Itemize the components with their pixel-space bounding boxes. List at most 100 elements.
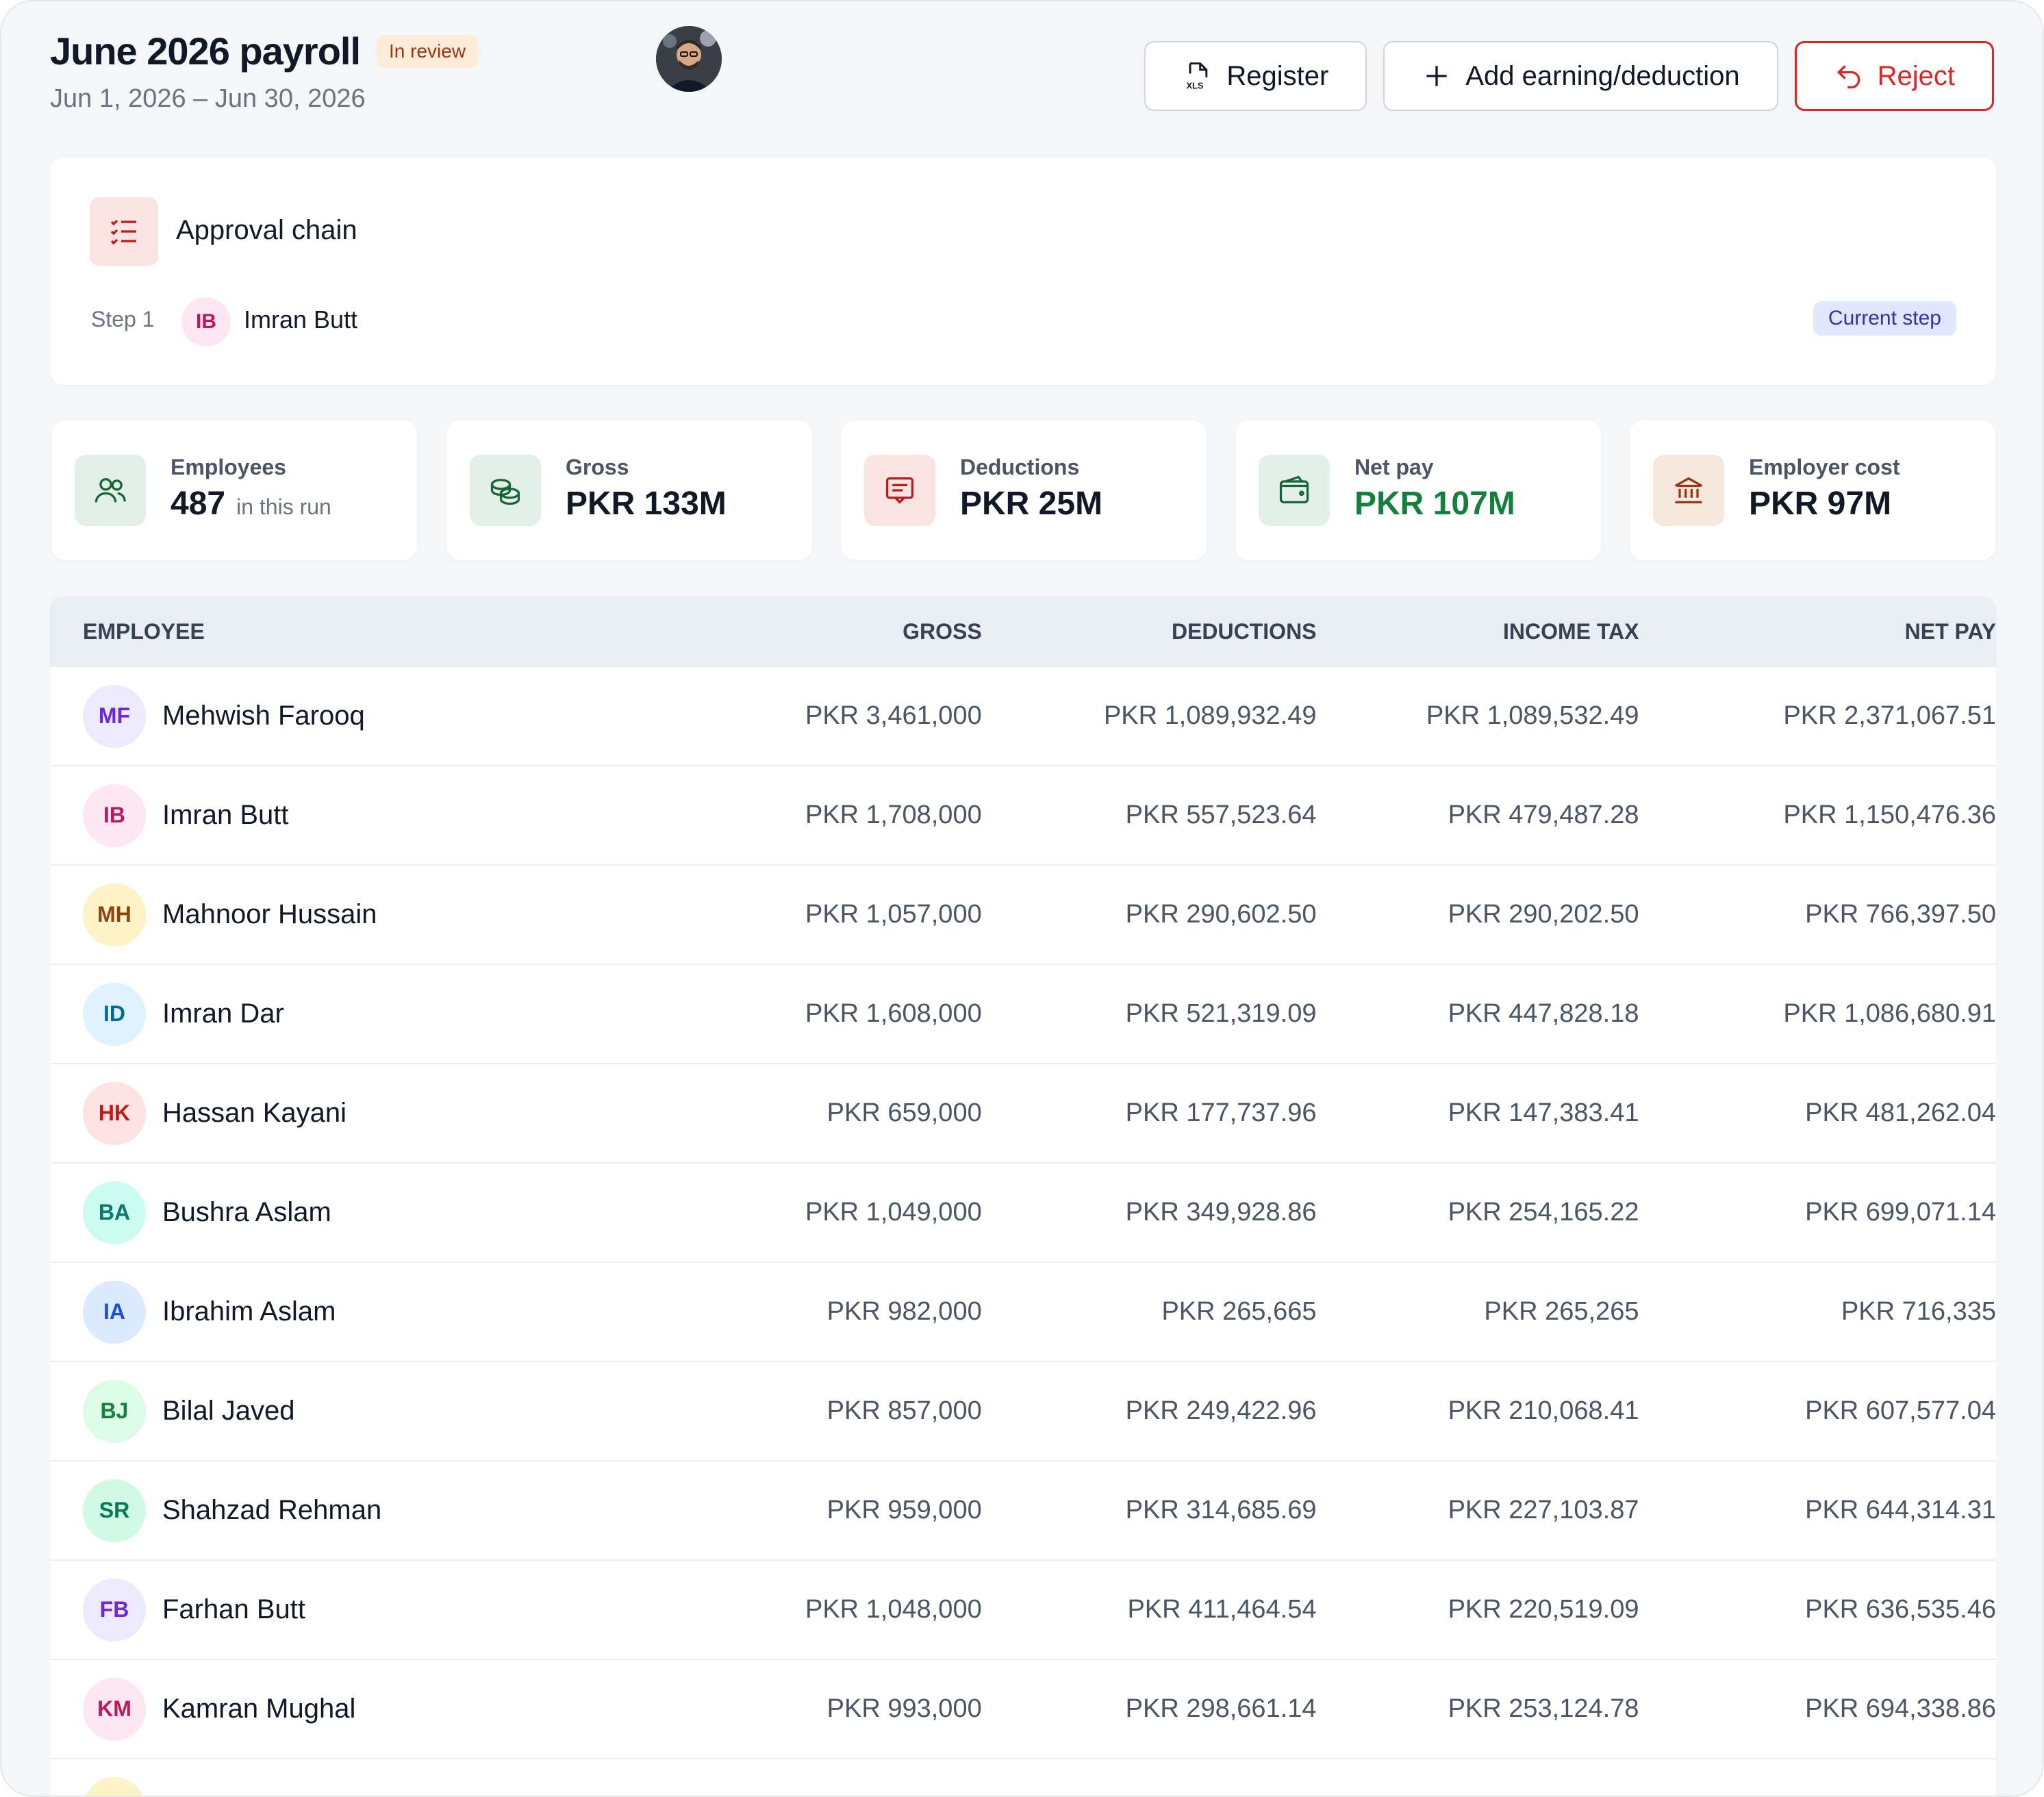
- income-tax-cell: PKR 290,202.50: [1448, 900, 1639, 929]
- employee-cell: ID Imran Dar: [50, 982, 634, 1046]
- stat-employer-cost-value: PKR 97M: [1749, 486, 1892, 522]
- employee-cell: ZA Zeeshan Akram: [50, 1776, 634, 1796]
- stat-employees: Employees 487 in this run: [51, 420, 417, 560]
- employee-avatar: MF: [83, 684, 146, 748]
- gross-cell: PKR 1,608,000: [805, 999, 982, 1028]
- employee-name[interactable]: Hassan Kayani: [162, 1098, 347, 1128]
- employee-avatar: SR: [83, 1479, 146, 1542]
- table-row[interactable]: MH Mahnoor Hussain PKR 1,057,000 PKR 290,60…: [50, 866, 1996, 965]
- payroll-table: EMPLOYEE GROSS DEDUCTIONS INCOME TAX NET…: [50, 596, 1996, 1796]
- deductions-cell: PKR 557,523.64: [1125, 801, 1317, 829]
- stat-employees-label: Employees: [171, 455, 286, 479]
- receipt-icon: [864, 455, 935, 526]
- income-tax-cell: PKR 202,786.82: [1317, 1794, 1639, 1796]
- employee-avatar: ID: [83, 982, 146, 1046]
- employee-name[interactable]: Bilal Javed: [162, 1396, 295, 1426]
- register-button[interactable]: XLS Register: [1144, 41, 1367, 111]
- gross-cell: PKR 959,000: [827, 1496, 982, 1524]
- income-tax-cell: PKR 447,828.18: [1448, 999, 1639, 1028]
- register-label: Register: [1226, 60, 1329, 91]
- table-row[interactable]: IB Imran Butt PKR 1,708,000 PKR 557,523.64 P…: [50, 766, 1996, 866]
- step-label: Step 1: [91, 307, 155, 331]
- employee-cell: FB Farhan Butt: [50, 1578, 634, 1642]
- page-title: June 2026 payroll: [50, 29, 361, 73]
- table-row[interactable]: FB Farhan Butt PKR 1,048,000 PKR 411,464.54…: [50, 1561, 1996, 1660]
- table-row[interactable]: HK Hassan Kayani PKR 659,000 PKR 177,737.96…: [50, 1064, 1996, 1164]
- deductions-cell: PKR 249,422.96: [1125, 1396, 1317, 1425]
- employee-cell: BJ Bilal Javed: [50, 1379, 634, 1443]
- employee-name[interactable]: Shahzad Rehman: [162, 1495, 382, 1525]
- table-row[interactable]: BJ Bilal Javed PKR 857,000 PKR 249,422.96 PK…: [50, 1362, 1996, 1461]
- checklist-icon: [90, 197, 158, 266]
- employee-name[interactable]: Kamran Mughal: [162, 1694, 356, 1724]
- table-row[interactable]: KM Kamran Mughal PKR 993,000 PKR 298,661.14…: [50, 1660, 1996, 1759]
- income-tax-cell: PKR 479,487.28: [1448, 801, 1639, 829]
- employee-name[interactable]: Mahnoor Hussain: [162, 899, 377, 929]
- stat-deductions: Deductions PKR 25M: [841, 420, 1207, 560]
- employee-name[interactable]: Bushra Aslam: [162, 1197, 331, 1227]
- stat-gross-value: PKR 133M: [566, 486, 727, 522]
- table-row[interactable]: IA Ibrahim Aslam PKR 982,000 PKR 265,665 PKR…: [50, 1263, 1996, 1362]
- undo-icon: [1837, 65, 1860, 89]
- income-tax-cell: PKR 1,089,532.49: [1426, 701, 1639, 730]
- current-step-badge: Current step: [1813, 301, 1956, 336]
- deductions-cell: PKR 265,665: [1161, 1297, 1317, 1326]
- deductions-cell: PKR 1,089,932.49: [1103, 701, 1317, 730]
- deductions-cell: PKR 177,737.96: [1125, 1098, 1317, 1127]
- stat-employer-cost-label: Employer cost: [1749, 455, 1900, 479]
- gross-cell: PKR 3,461,000: [805, 701, 982, 730]
- user-avatar[interactable]: [656, 26, 722, 92]
- employee-name[interactable]: Imran Dar: [162, 998, 284, 1029]
- deductions-cell: PKR 290,602.50: [1125, 900, 1317, 929]
- col-gross[interactable]: GROSS: [903, 618, 982, 644]
- col-net-pay[interactable]: NET PAY: [1904, 618, 1996, 644]
- employee-name[interactable]: Zeeshan Akram: [162, 1793, 354, 1796]
- stat-net-pay-value: PKR 107M: [1354, 486, 1515, 522]
- stat-employees-sub: in this run: [236, 494, 331, 519]
- add-earning-deduction-button[interactable]: Add earning/deduction: [1383, 41, 1778, 111]
- employee-cell: BA Bushra Aslam: [50, 1181, 634, 1244]
- employee-cell: IB Imran Butt: [50, 783, 634, 847]
- employee-cell: SR Shahzad Rehman: [50, 1479, 634, 1542]
- col-deductions[interactable]: DEDUCTIONS: [1171, 618, 1317, 644]
- status-badge: In review: [377, 34, 479, 68]
- stat-employees-value: 487: [171, 486, 226, 522]
- gross-cell: PKR 993,000: [827, 1694, 982, 1723]
- employee-cell: HK Hassan Kayani: [50, 1081, 634, 1145]
- stat-gross-label: Gross: [566, 455, 629, 479]
- reject-button[interactable]: Reject: [1794, 41, 1994, 111]
- income-tax-cell: PKR 147,383.41: [1448, 1098, 1639, 1127]
- deductions-cell: PKR 521,319.09: [1125, 999, 1317, 1028]
- employee-cell: MF Mehwish Farooq: [50, 684, 634, 748]
- wallet-icon: [1259, 455, 1330, 526]
- gross-cell: PKR 982,000: [827, 1297, 982, 1326]
- stat-gross: Gross PKR 133M: [446, 420, 812, 560]
- net-pay-cell: PKR 1,150,476.36: [1783, 801, 1996, 829]
- col-employee[interactable]: EMPLOYEE: [83, 618, 205, 644]
- employee-avatar: BA: [83, 1181, 146, 1244]
- employee-name[interactable]: Mehwish Farooq: [162, 701, 365, 731]
- plus-icon: [1426, 66, 1447, 86]
- stat-deductions-value: PKR 25M: [960, 486, 1103, 522]
- table-row[interactable]: MF Mehwish Farooq PKR 3,461,000 PKR 1,089,9…: [50, 667, 1996, 766]
- employee-cell: IA Ibrahim Aslam: [50, 1280, 634, 1344]
- table-row[interactable]: SR Shahzad Rehman PKR 959,000 PKR 314,685.6…: [50, 1461, 1996, 1561]
- employee-avatar: FB: [83, 1578, 146, 1642]
- employee-name[interactable]: Farhan Butt: [162, 1594, 306, 1624]
- income-tax-cell: PKR 210,068.41: [1448, 1396, 1639, 1425]
- deductions-cell: PKR 314,685.69: [1125, 1496, 1317, 1524]
- bank-icon: [1653, 455, 1724, 526]
- net-pay-cell: PKR 644,314.31: [1805, 1496, 1996, 1524]
- income-tax-cell: PKR 227,103.87: [1448, 1496, 1639, 1524]
- table-row[interactable]: ID Imran Dar PKR 1,608,000 PKR 521,319.09 PK…: [50, 965, 1996, 1064]
- gross-cell: PKR 857,000: [827, 1396, 982, 1425]
- employee-name[interactable]: Ibrahim Aslam: [162, 1296, 336, 1327]
- net-pay-cell: PKR 592,904.09: [1639, 1794, 1996, 1796]
- employee-name[interactable]: Imran Butt: [162, 800, 289, 830]
- col-income-tax[interactable]: INCOME TAX: [1502, 618, 1639, 644]
- approval-chain-card: Approval chain Step 1 IB Imran Butt Curr…: [50, 158, 1996, 385]
- reject-label: Reject: [1877, 60, 1955, 91]
- date-range: Jun 1, 2026 – Jun 30, 2026: [50, 84, 366, 113]
- table-row[interactable]: BA Bushra Aslam PKR 1,049,000 PKR 349,928.8…: [50, 1164, 1996, 1263]
